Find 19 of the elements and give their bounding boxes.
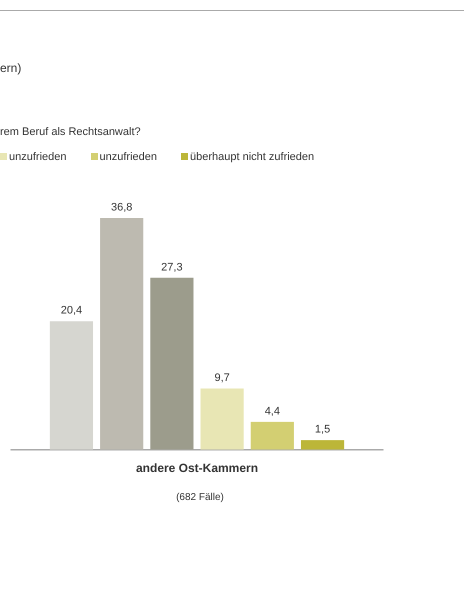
legend-label: unzufrieden [8, 151, 66, 163]
bar [50, 321, 94, 450]
text: (682 Fälle) [175, 492, 225, 503]
data-label: 9,7 [214, 372, 230, 384]
chart-subtitle: rem Beruf als Rechtsanwalt? [0, 126, 141, 138]
data-label: 4,4 [264, 405, 280, 418]
x-axis-title: andere Ost-Kammern [136, 461, 258, 476]
bar [300, 440, 344, 450]
bar [150, 278, 194, 450]
data-label: 1,5 [314, 424, 330, 436]
bar [200, 388, 244, 450]
data-label: 27,3 [161, 261, 183, 274]
legend-label: unzufrieden [98, 151, 157, 163]
bar [100, 218, 144, 450]
data-label: 20,4 [60, 304, 82, 317]
chart-title: ern) [0, 61, 22, 75]
legend-label: überhaupt nicht zufrieden [189, 151, 314, 163]
bar [250, 422, 294, 450]
data-label: 36,8 [110, 202, 132, 214]
